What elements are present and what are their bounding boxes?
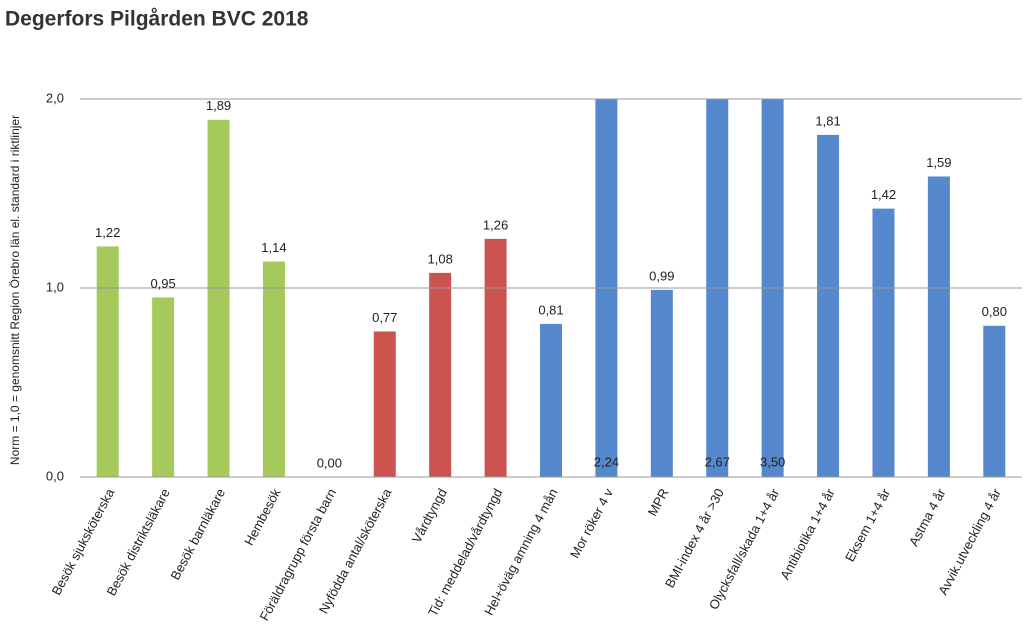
value-label: 0,77 <box>372 310 397 325</box>
bar <box>927 176 950 478</box>
value-label: 2,24 <box>594 454 619 469</box>
value-label: 1,26 <box>483 217 508 232</box>
x-tick-label: Vårdtyngd <box>409 486 450 545</box>
value-label: 2,67 <box>705 454 730 469</box>
bars <box>96 99 1006 478</box>
bar <box>262 261 285 477</box>
bar <box>650 289 673 477</box>
value-label: 0,95 <box>150 276 175 291</box>
x-tick-label: Avvik.utveckling 4 år <box>935 485 1004 597</box>
bar <box>706 99 729 478</box>
bar <box>817 134 840 477</box>
y-tick-label: 0,0 <box>46 468 64 483</box>
x-tick-label: Astma 4 år <box>906 485 949 548</box>
y-tick-label: 2,0 <box>46 90 64 105</box>
x-tick-label: Besök barnläkare <box>167 486 228 582</box>
bar <box>872 208 895 477</box>
x-tick-label: Eksem 1+4 år <box>842 485 893 564</box>
x-tick-label: MPR <box>645 486 672 519</box>
value-label: 0,81 <box>538 302 563 317</box>
bar <box>983 325 1006 477</box>
bar <box>484 238 507 477</box>
value-label: 1,22 <box>95 225 120 240</box>
value-label: 1,14 <box>261 240 286 255</box>
y-axis-label: Norm = 1,0 = genomsnitt Region Örebro lä… <box>8 115 22 465</box>
y-tick-label: 1,0 <box>46 279 64 294</box>
bar <box>429 272 452 477</box>
chart-title: Degerfors Pilgården BVC 2018 <box>5 8 309 31</box>
bar <box>595 99 618 477</box>
value-label: 1,81 <box>815 113 840 128</box>
x-tick-label: Hembesök <box>241 486 284 548</box>
value-label: 0,80 <box>982 304 1007 319</box>
x-tick-label: Besök sjuksköterska <box>49 485 118 597</box>
value-label: 0,99 <box>649 268 674 283</box>
x-tick-label: Mor röker 4 v <box>567 486 616 561</box>
value-label: 0,00 <box>317 455 342 470</box>
x-tick-label: BMI-index 4 år >30 <box>662 486 727 590</box>
bar <box>540 323 562 477</box>
value-label: 3,50 <box>760 454 785 469</box>
value-label: 1,89 <box>206 98 231 113</box>
x-tick-label: Besök distriktsläkare <box>104 486 173 598</box>
bar <box>152 297 175 477</box>
bar <box>373 331 396 477</box>
bar <box>761 99 784 477</box>
x-tick-label: Antibiotika 1+4 år <box>777 485 838 582</box>
value-label: 1,08 <box>428 251 453 266</box>
bar <box>207 119 230 477</box>
value-label: 1,59 <box>926 155 951 170</box>
value-label: 1,42 <box>871 187 896 202</box>
bar <box>96 246 119 477</box>
